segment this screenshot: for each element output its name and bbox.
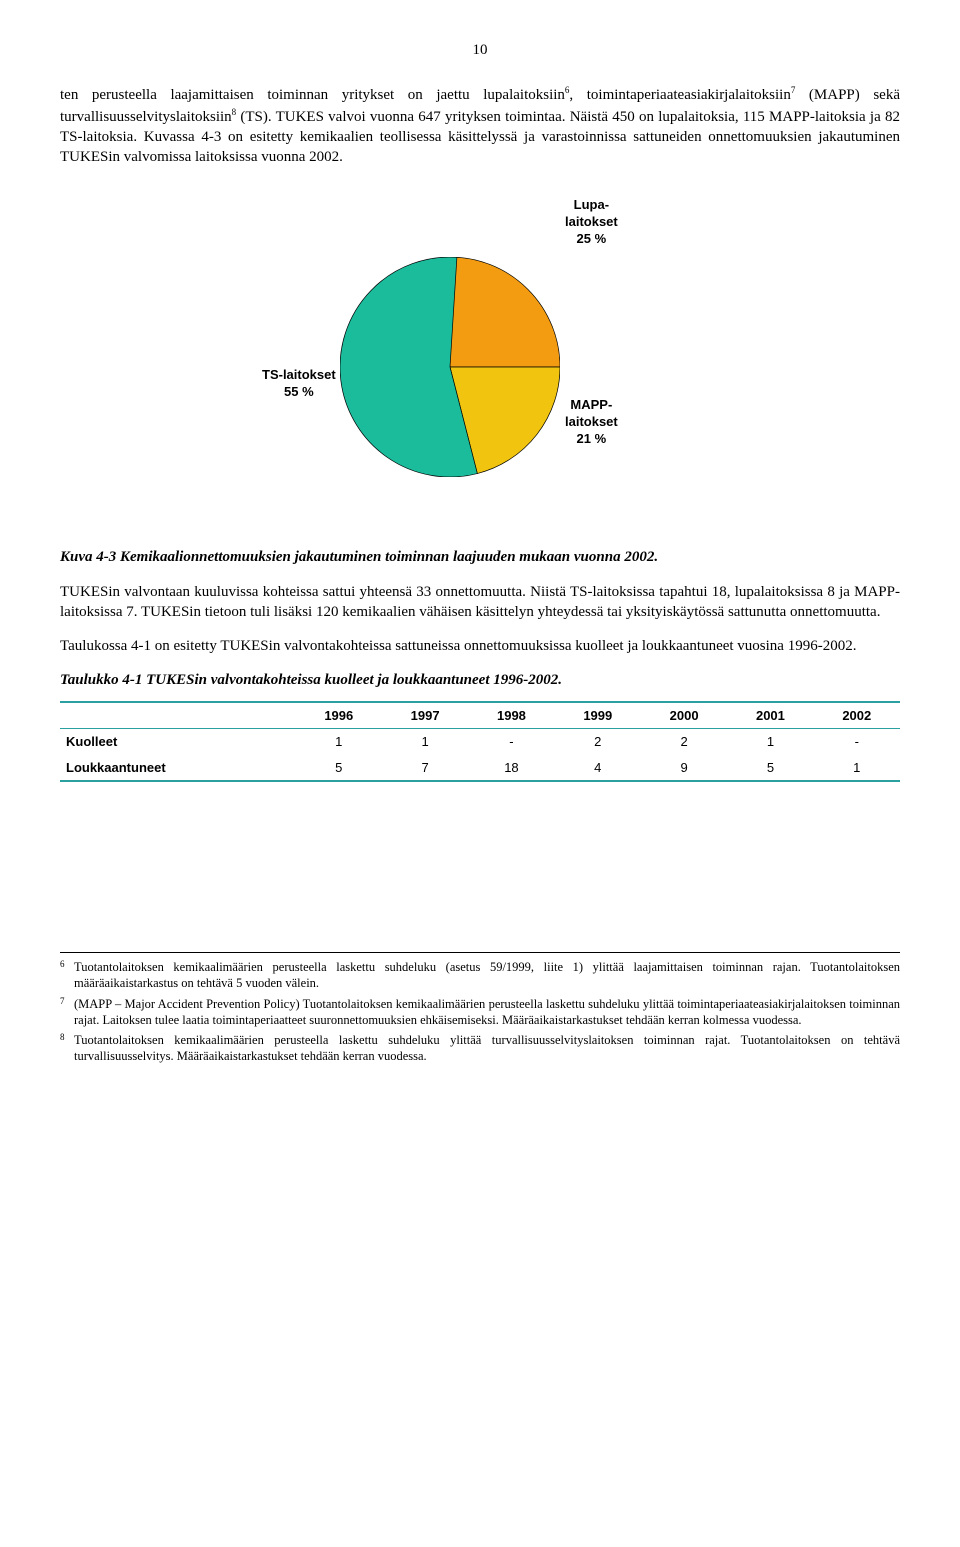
table-col-4: 1999 (555, 702, 641, 729)
pie-label-lupa: Lupa- laitokset 25 % (565, 197, 618, 248)
table-col-7: 2002 (814, 702, 900, 729)
table-cell: 4 (555, 755, 641, 782)
pie-chart: Lupa- laitokset 25 % MAPP- laitokset 21 … (280, 197, 680, 517)
table-cell: 7 (382, 755, 468, 782)
pie-label-mapp-2: laitokset (565, 414, 618, 429)
pie-label-ts: TS-laitokset 55 % (262, 367, 336, 401)
table-col-3: 1998 (468, 702, 554, 729)
table-cell: Loukkaantuneet (60, 755, 296, 782)
table-cell: 5 (296, 755, 382, 782)
table-col-1: 1996 (296, 702, 382, 729)
pie-svg (340, 257, 560, 477)
table-cell: 1 (727, 729, 813, 755)
figure-caption: Kuva 4-3 Kemikaalionnettomuuksien jakaut… (60, 547, 900, 567)
table-header-row: 1996 1997 1998 1999 2000 2001 2002 (60, 702, 900, 729)
table-cell: 9 (641, 755, 727, 782)
pie-label-ts-2: 55 % (284, 384, 314, 399)
paragraph-2: TUKESin valvontaan kuuluvissa kohteissa … (60, 582, 900, 623)
footnote-number: 8 (60, 1032, 74, 1065)
table-cell: - (468, 729, 554, 755)
casualties-table: 1996 1997 1998 1999 2000 2001 2002 Kuoll… (60, 701, 900, 783)
table-col-2: 1997 (382, 702, 468, 729)
footnotes: 6 Tuotantolaitoksen kemikaalimäärien per… (60, 952, 900, 1065)
footnote-text: Tuotantolaitoksen kemikaalimäärien perus… (74, 1032, 900, 1065)
table-caption: Taulukko 4-1 TUKESin valvontakohteissa k… (60, 670, 900, 690)
table-cell: Kuolleet (60, 729, 296, 755)
footnote-text: (MAPP – Major Accident Prevention Policy… (74, 996, 900, 1029)
pie-label-lupa-3: 25 % (577, 231, 607, 246)
table-cell: - (814, 729, 900, 755)
table-cell: 2 (641, 729, 727, 755)
footnote-number: 7 (60, 996, 74, 1029)
table-cell: 1 (296, 729, 382, 755)
pie-label-mapp-1: MAPP- (570, 397, 612, 412)
footnote-8: 8 Tuotantolaitoksen kemikaalimäärien per… (60, 1032, 900, 1065)
pie-label-lupa-1: Lupa- (574, 197, 609, 212)
pie-label-ts-1: TS-laitokset (262, 367, 336, 382)
pie-label-mapp-3: 21 % (577, 431, 607, 446)
footnote-7: 7 (MAPP – Major Accident Prevention Poli… (60, 996, 900, 1029)
pie-label-mapp: MAPP- laitokset 21 % (565, 397, 618, 448)
paragraph-1: ten perusteella laajamittaisen toiminnan… (60, 84, 900, 167)
table-cell: 5 (727, 755, 813, 782)
footnote-6: 6 Tuotantolaitoksen kemikaalimäärien per… (60, 959, 900, 992)
para1-part-b: , toimintaperiaateasiakirjalaitoksiin (569, 87, 790, 103)
paragraph-3: Taulukossa 4-1 on esitetty TUKESin valvo… (60, 636, 900, 656)
table-cell: 1 (814, 755, 900, 782)
pie-label-lupa-2: laitokset (565, 214, 618, 229)
table-cell: 18 (468, 755, 554, 782)
table-col-0 (60, 702, 296, 729)
page-number: 10 (60, 40, 900, 60)
footnote-number: 6 (60, 959, 74, 992)
para1-part-a: ten perusteella laajamittaisen toiminnan… (60, 87, 565, 103)
table-row: Kuolleet 1 1 - 2 2 1 - (60, 729, 900, 755)
table-row: Loukkaantuneet 5 7 18 4 9 5 1 (60, 755, 900, 782)
table-cell: 1 (382, 729, 468, 755)
footnote-text: Tuotantolaitoksen kemikaalimäärien perus… (74, 959, 900, 992)
table-cell: 2 (555, 729, 641, 755)
table-col-6: 2001 (727, 702, 813, 729)
table-col-5: 2000 (641, 702, 727, 729)
